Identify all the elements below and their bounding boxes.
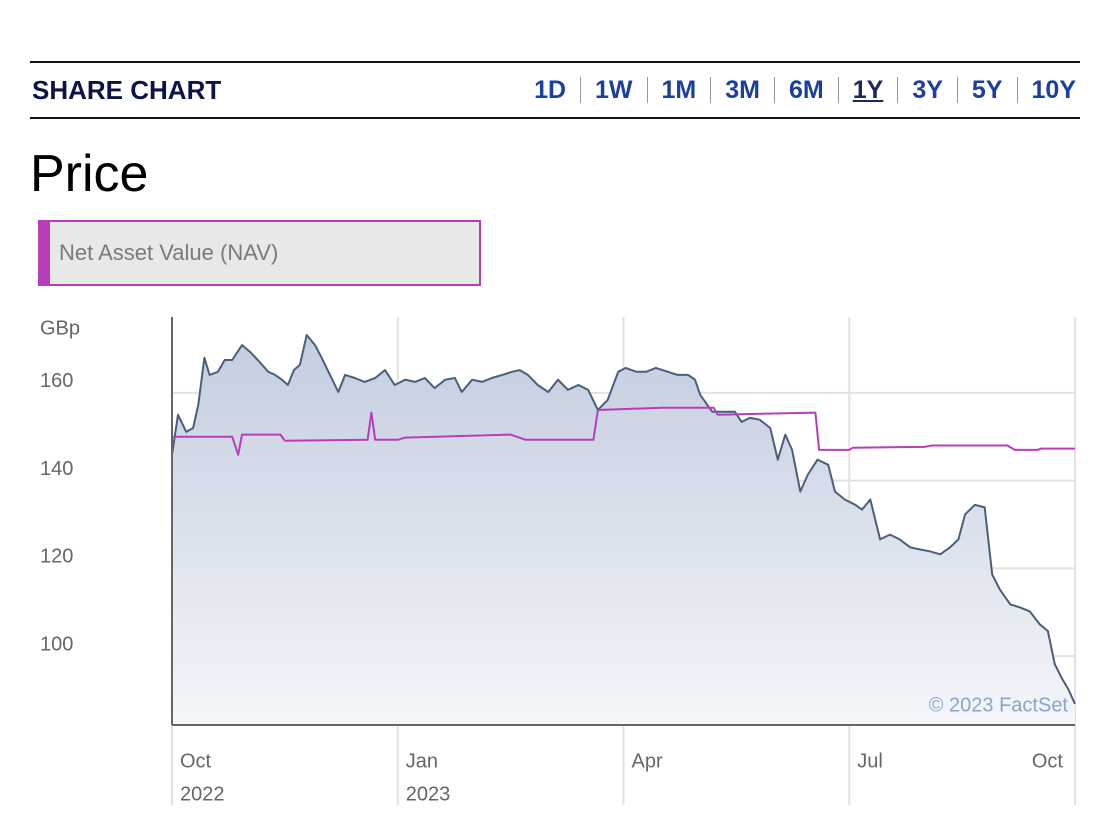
annotation: © 2023 FactSet xyxy=(929,694,1069,716)
tab[interactable]: 6M xyxy=(774,77,838,103)
x-tick-label: Jan xyxy=(406,750,438,772)
header: SHARE CHART 1D 1W 1M 3M 6M 1Y 3Y 5Y 10Y xyxy=(30,61,1080,119)
y-axis-label: GBp xyxy=(40,317,80,339)
tab[interactable]: 1D xyxy=(534,76,567,104)
x-tick-label: Apr xyxy=(632,750,663,772)
x-tick-year: 2023 xyxy=(406,783,451,805)
y-tick-label: 100 xyxy=(40,633,73,655)
tabs: 1D 1W 1M 3M 6M 1Y 3Y 5Y 10Y xyxy=(520,77,1080,103)
x-tick-label: Oct xyxy=(1032,750,1064,772)
y-tick-label: 120 xyxy=(40,546,73,568)
line xyxy=(172,406,1075,456)
y-tick-label: 160 xyxy=(40,370,73,392)
tab[interactable]: 3Y xyxy=(897,77,957,103)
legend[interactable]: Net Asset Value (NAV) xyxy=(38,220,481,286)
tab[interactable]: 1W xyxy=(580,77,647,103)
tab[interactable]: 5Y xyxy=(956,77,1017,103)
y-tick-label: 140 xyxy=(40,458,73,480)
tab[interactable]: 1Y xyxy=(837,77,898,103)
tab[interactable]: 10Y xyxy=(1016,77,1080,103)
chart-title: Price xyxy=(30,145,149,203)
tab[interactable]: 1M xyxy=(646,77,711,103)
header-title: SHARE CHART xyxy=(32,74,222,105)
x-tick-label: Oct xyxy=(180,750,212,772)
area xyxy=(172,335,1075,725)
tab[interactable]: 3M xyxy=(710,77,774,103)
legend-label: Net Asset Value (NAV) xyxy=(59,240,279,265)
line xyxy=(171,334,1076,705)
x-tick-label: Jul xyxy=(857,750,883,772)
x-tick-year: 2022 xyxy=(180,783,225,805)
